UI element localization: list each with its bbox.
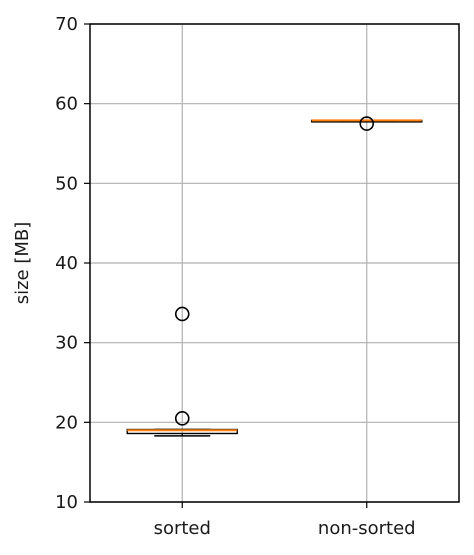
ticks: 10 20 30 40 50 60 70 sorted non-sorted bbox=[55, 14, 416, 539]
y-tick-label: 20 bbox=[55, 412, 78, 433]
y-tick-label: 30 bbox=[55, 333, 78, 354]
x-tick-label: sorted bbox=[154, 518, 211, 539]
y-tick-label: 50 bbox=[55, 173, 78, 194]
y-tick-label: 60 bbox=[55, 94, 78, 115]
outlier-point bbox=[359, 116, 375, 131]
x-tick-label: non-sorted bbox=[318, 518, 416, 539]
outlier-point bbox=[174, 411, 190, 426]
box-sorted bbox=[126, 306, 238, 437]
outlier-point bbox=[174, 306, 190, 322]
y-tick-label: 40 bbox=[55, 253, 78, 274]
y-axis-label: size [MB] bbox=[12, 222, 33, 305]
boxes bbox=[126, 116, 423, 437]
box-non-sorted bbox=[311, 116, 423, 131]
y-tick-label: 10 bbox=[55, 492, 78, 513]
y-tick-label: 70 bbox=[55, 14, 78, 35]
